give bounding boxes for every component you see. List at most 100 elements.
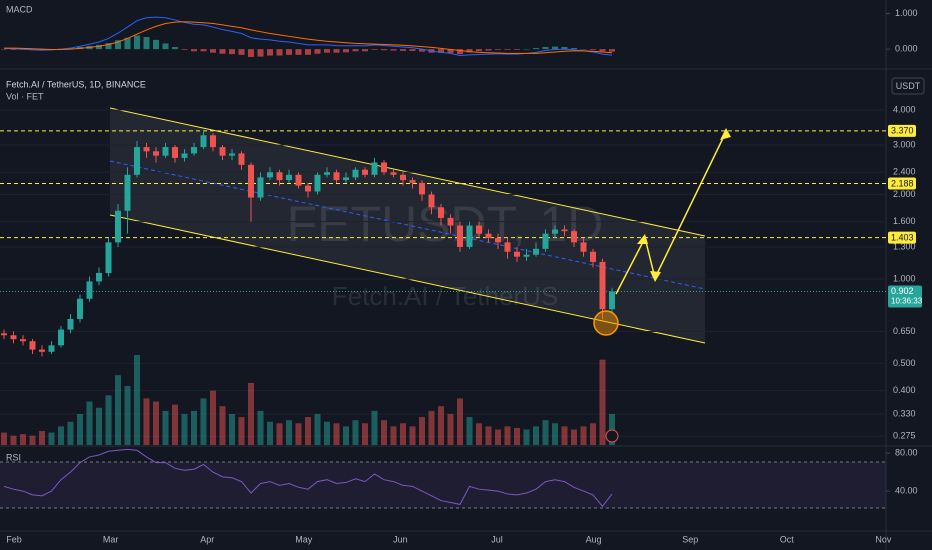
candle-body [115,210,121,243]
y-tick-label: 0.500 [893,358,916,368]
volume-bar [362,423,368,445]
volume-bar [590,423,596,445]
macd-histogram-bar [305,49,311,55]
macd-histogram-bar [495,49,501,50]
volume-bar [504,426,511,445]
candle-body [466,225,473,247]
volume-bar [324,421,330,445]
candle-body [67,318,74,330]
candle-body [10,335,17,340]
volume-bar [514,427,520,445]
volume-bar [124,386,131,445]
event-icon[interactable] [605,429,619,443]
signal-line [4,21,613,54]
y-tick-label: 3.000 [893,139,916,149]
volume-bar [181,413,188,445]
macd-histogram-bar [10,49,17,50]
level-label: 2.188 [891,178,914,188]
macd-histogram-bar [523,49,530,50]
macd-histogram-bar [276,49,283,56]
candle-body [428,194,435,208]
volume-bar [400,423,406,445]
macd-histogram-bar [105,43,112,50]
macd-histogram-bar [181,49,188,50]
volume-bar [552,423,558,445]
macd-histogram-bar [447,49,454,54]
x-tick-label: Oct [780,534,795,544]
macd-histogram-bar [552,46,558,50]
last-price-tag [888,285,922,308]
rsi-title: RSI [6,452,21,462]
arrow-head [637,234,648,244]
macd-histogram-bar [172,46,178,50]
macd-histogram-bar [229,49,235,55]
volume-bar [191,410,197,445]
macd-histogram-bar [143,37,150,50]
volume-bar [39,431,45,445]
macd-histogram-bar [219,49,226,54]
x-tick-label: Sep [682,534,698,544]
highlight-circle [593,310,619,336]
volume-bar [457,398,463,445]
volume-bar [409,426,416,445]
macd-histogram-bar [314,49,321,54]
candle-body [333,172,340,181]
macd-histogram-bar [191,49,197,52]
volume-bar [172,404,178,445]
volume-bar [305,417,311,445]
candle-body [381,162,387,173]
volume-bar [533,426,539,445]
candle-body [533,248,539,255]
macd-histogram-bar [333,49,340,53]
channel-median [109,160,706,290]
macd-histogram-bar [561,46,568,50]
volume-bar [96,407,102,445]
y-tick-label: 4.000 [893,104,916,114]
candle-body [580,242,587,252]
y-tick-label: 1.600 [893,216,916,226]
candle-body [153,151,159,156]
candle-body [276,172,283,181]
macd-histogram-bar [390,49,397,51]
marks: 4.000 3.000 2.400 2.000 1.600 1.300 1.000 0.650… [0,8,923,544]
macd-histogram-bar [504,49,511,50]
level-tag [888,177,916,190]
macd-histogram-bar [457,49,463,55]
macd-histogram-bar [476,49,482,52]
volume-bar [428,410,435,445]
candle-body [400,174,406,181]
volume-bar [542,420,549,445]
volume-bar [276,423,283,445]
volume-bar [295,423,302,445]
macd-histogram-bar [153,39,159,50]
candle-body [29,341,36,350]
arrow-head [720,128,731,140]
candle-body [210,135,216,148]
candle-body [599,261,606,310]
currency-button[interactable] [891,77,925,95]
candle-body [229,153,235,156]
candle-body [371,162,378,175]
candle-body [134,147,140,175]
macd-line [3,16,613,57]
candle-body [485,233,492,238]
candle-body [362,169,368,175]
volume-bar [200,398,207,445]
macd-histogram-bar [67,48,74,50]
macd-histogram-bar [210,49,216,53]
candle-body [523,254,530,257]
x-tick-label: Apr [200,534,214,544]
volume-bar [29,435,36,445]
candle-body [552,229,558,234]
candle-body [162,147,169,156]
arrow-head [650,271,661,282]
x-tick-label: Feb [6,534,22,544]
y-tick-label: 1.000 [893,273,916,283]
y-tick-label: 2.000 [893,189,916,199]
volume-bar [238,417,245,445]
macd-histogram-bar [96,44,102,50]
volume-bar [343,426,349,445]
volume-bar [381,420,387,445]
